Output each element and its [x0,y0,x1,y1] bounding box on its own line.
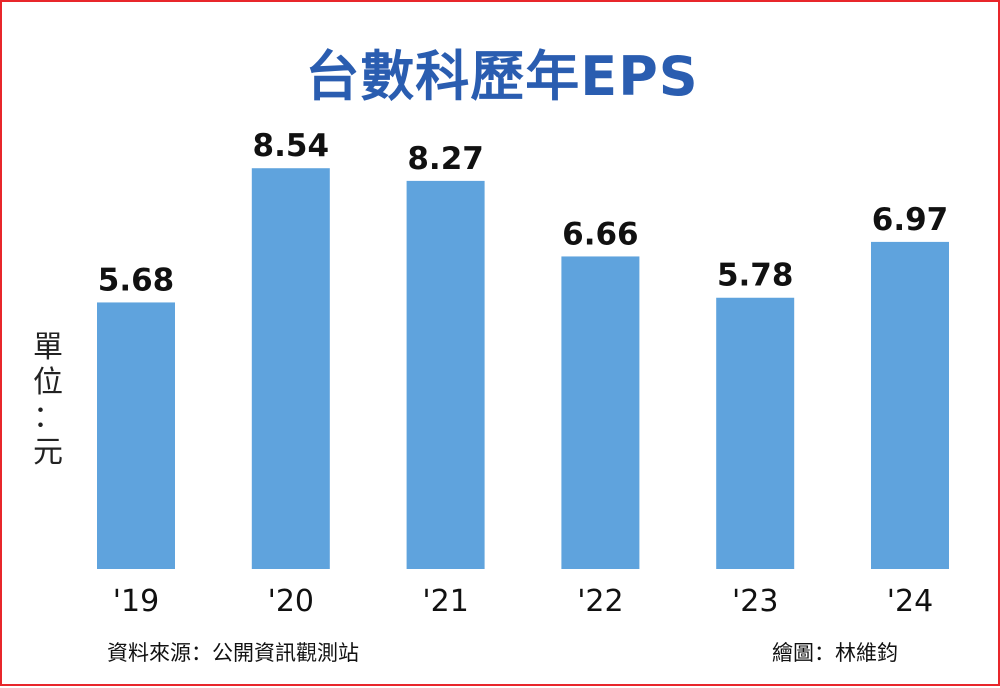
y-unit-char: 位 [33,365,63,400]
value-label-5: 6.97 [872,202,949,238]
y-unit-char: 單 [33,330,63,365]
y-unit-char: ： [33,400,63,435]
value-label-2: 8.27 [407,141,484,177]
bar-4 [716,297,795,569]
value-label-4: 5.78 [717,258,794,294]
x-tick-label-1: '20 [268,584,314,619]
source-note: 資料來源：公開資訊觀測站 [107,641,359,665]
bar-1 [251,168,330,569]
bar-3 [561,256,640,569]
x-tick-label-3: '22 [577,584,623,619]
credit-note: 繪圖：林維鈞 [772,641,898,665]
bar-2 [406,180,485,569]
x-tick-label-2: '21 [422,584,468,619]
value-label-0: 5.68 [98,262,175,298]
x-tick-label-0: '19 [113,584,159,619]
y-unit-char: 元 [33,435,63,470]
bar-0 [97,302,175,569]
bar-5 [871,241,949,570]
chart-title: 台數科歷年EPS [305,45,699,108]
x-tick-label-5: '24 [887,584,933,619]
value-label-1: 8.54 [253,128,330,164]
x-tick-label-4: '23 [732,584,778,619]
y-axis-unit-label: 單 位 ： 元 [24,330,72,470]
value-label-3: 6.66 [562,216,639,252]
